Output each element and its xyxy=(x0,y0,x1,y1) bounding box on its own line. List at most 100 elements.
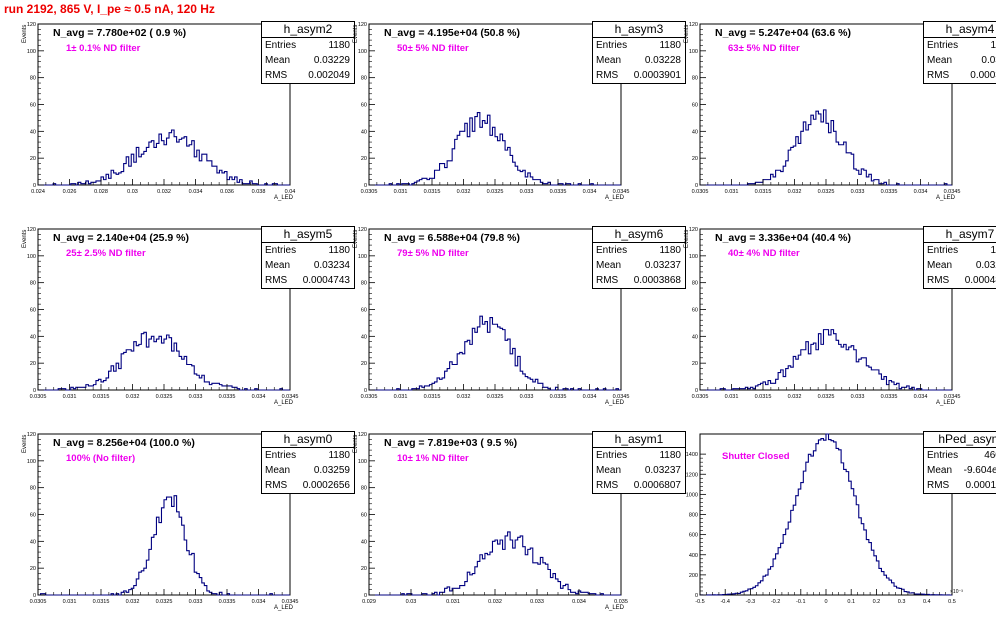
histogram-pad-h_asym1: 0 20 40 60 80 100 120 0.029 0.03 0.031 0.032 0.033 0… xyxy=(331,429,686,629)
y-tick-label: 100 xyxy=(358,459,367,465)
stats-value: 0.03259 xyxy=(313,465,350,476)
x-tick-label: 0.034 xyxy=(583,189,597,195)
x-tick-label: 0.0315 xyxy=(93,599,110,605)
stats-value: 0.000376 xyxy=(970,70,996,81)
x-tick-label: 0.0345 xyxy=(613,394,630,400)
x-tick-label: 0.033 xyxy=(189,394,203,400)
filter-label: 50± 5% ND filter xyxy=(397,43,469,54)
y-tick-label: 60 xyxy=(30,103,36,109)
histogram-line xyxy=(369,315,621,391)
x-axis-label: A_LED xyxy=(605,605,625,611)
x-tick-label: 0.031 xyxy=(725,394,739,400)
stats-value: 46064 xyxy=(984,450,996,461)
stats-row-rms: RMS 0.0003901 xyxy=(593,68,685,83)
stats-value: 0.0002656 xyxy=(302,480,350,491)
x-tick-label: 0.3 xyxy=(898,599,906,605)
stats-box: h_asym3 Entries 1180 Mean 0.03228 RMS 0.000390… xyxy=(592,21,686,84)
n-avg-label: N_avg = 7.780e+02 ( 0.9 %) xyxy=(53,27,187,39)
x-tick-label: 0.031 xyxy=(725,189,739,195)
x-tick-label: 0.033 xyxy=(189,599,203,605)
stats-key: Entries xyxy=(927,245,959,256)
stats-key: Entries xyxy=(596,245,628,256)
y-tick-label: 100 xyxy=(27,459,36,465)
x-tick-label: 0 xyxy=(824,599,827,605)
histogram-name: hPed_asym xyxy=(924,432,996,448)
x-tick-label: 0.0345 xyxy=(282,599,299,605)
histogram-plot-h_asym1: 0 20 40 60 80 100 120 0.029 0.03 0.031 0.032 0.033 0… xyxy=(358,432,628,605)
histogram-line xyxy=(38,129,290,186)
stats-key: Mean xyxy=(265,260,291,271)
x-tick-label: 0.4 xyxy=(923,599,931,605)
y-tick-label: 20 xyxy=(361,361,367,367)
x-tick-label: -0.1 xyxy=(796,599,805,605)
x-axis-label: A_LED xyxy=(936,400,956,406)
y-axis-label: Events xyxy=(353,229,359,248)
stats-value: 0.0004743 xyxy=(302,275,350,286)
y-tick-label: 80 xyxy=(692,281,698,287)
y-tick-label: 0 xyxy=(695,388,698,394)
x-tick-label: 0.0335 xyxy=(881,189,898,195)
x-tick-label: 0.038 xyxy=(252,189,266,195)
histogram-pad-h_asym0: 0 20 40 60 80 100 120 0.0305 0.031 0.0315 0.032 0.0… xyxy=(0,429,355,629)
x-tick-label: 0.0335 xyxy=(219,599,236,605)
x-tick-label: -0.2 xyxy=(771,599,780,605)
y-tick-label: 100 xyxy=(689,49,698,55)
y-tick-label: 40 xyxy=(30,539,36,545)
y-tick-label: 100 xyxy=(27,254,36,260)
y-tick-label: 60 xyxy=(30,513,36,519)
stats-key: Entries xyxy=(265,245,297,256)
n-avg-label: N_avg = 5.247e+04 (63.6 %) xyxy=(715,27,852,39)
stats-row-mean: Mean 0.03229 xyxy=(262,53,354,68)
y-axis-label: Events xyxy=(353,24,359,43)
y-tick-label: 120 xyxy=(689,227,698,233)
y-tick-label: 100 xyxy=(358,49,367,55)
filter-label: 1± 0.1% ND filter xyxy=(66,43,141,54)
x-tick-label: 0.03 xyxy=(127,189,138,195)
stats-key: RMS xyxy=(596,70,619,81)
histogram-line xyxy=(700,329,952,391)
stats-row-entries: Entries 1180 xyxy=(262,448,354,463)
histogram-line xyxy=(38,495,290,596)
y-tick-label: 100 xyxy=(358,254,367,260)
stats-value: 1180 xyxy=(659,245,681,256)
y-tick-label: 0 xyxy=(364,388,367,394)
y-tick-label: 40 xyxy=(692,334,698,340)
stats-box: hPed_asym Entries 46064 Mean -9.604e-07 RMS 0.… xyxy=(923,431,996,494)
y-tick-label: 60 xyxy=(692,103,698,109)
x-tick-label: 0.03 xyxy=(406,599,417,605)
stats-row-rms: RMS 0.0003868 xyxy=(593,273,685,288)
y-tick-label: 20 xyxy=(692,156,698,162)
stats-box: h_asym0 Entries 1180 Mean 0.03259 RMS 0.000265… xyxy=(261,431,355,494)
stats-box: h_asym7 Entries 1180 Mean 0.03255 RMS 0.000485… xyxy=(923,226,996,289)
y-tick-label: 40 xyxy=(361,539,367,545)
y-tick-label: 800 xyxy=(689,513,698,519)
stats-value: 1180 xyxy=(990,245,996,256)
stats-row-rms: RMS 0.000376 xyxy=(924,68,996,83)
y-tick-label: 20 xyxy=(30,361,36,367)
stats-key: Mean xyxy=(927,260,953,271)
y-tick-label: 200 xyxy=(689,573,698,579)
filter-label: 63± 5% ND filter xyxy=(728,43,800,54)
n-avg-label: N_avg = 3.336e+04 (40.4 %) xyxy=(715,232,852,244)
y-tick-label: 1000 xyxy=(686,492,698,498)
x-tick-label: 0.034 xyxy=(252,599,266,605)
stats-row-rms: RMS 0.0006807 xyxy=(593,478,685,493)
n-avg-label: N_avg = 8.256e+04 (100.0 %) xyxy=(53,437,195,449)
stats-row-mean: Mean 0.03255 xyxy=(924,258,996,273)
y-tick-label: 20 xyxy=(361,156,367,162)
stats-value: 0.03237 xyxy=(644,465,681,476)
x-tick-label: 0.0325 xyxy=(818,394,835,400)
histogram-plot-h_asym3: 0 20 40 60 80 100 120 0.0305 0.031 0.0315 0.032 0.0… xyxy=(358,22,630,195)
stats-value: 1180 xyxy=(328,245,350,256)
stats-value: 1180 xyxy=(328,40,350,51)
x-tick-label: 0.033 xyxy=(851,189,865,195)
y-tick-label: 0 xyxy=(695,593,698,599)
x-tick-label: 0.034 xyxy=(914,394,928,400)
x-tick-label: 0.0345 xyxy=(944,189,961,195)
stats-value: 0.03234 xyxy=(313,260,350,271)
y-tick-label: 0 xyxy=(33,183,36,189)
histogram-name: h_asym3 xyxy=(593,22,685,38)
x-axis-label: A_LED xyxy=(605,195,625,201)
y-tick-label: 1200 xyxy=(686,472,698,478)
stats-value: 0.0004852 xyxy=(964,275,996,286)
